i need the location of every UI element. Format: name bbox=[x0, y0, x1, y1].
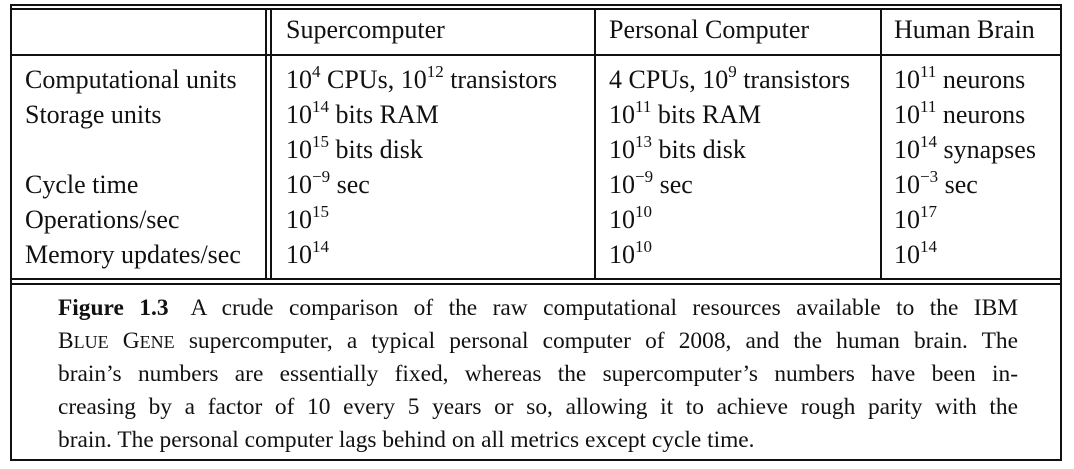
column-header: Human Brain bbox=[894, 15, 1035, 44]
caption-line: creasing by a factor of 10 every 5 years… bbox=[58, 394, 1018, 420]
pc-cell: 1011 bits RAM bbox=[609, 97, 762, 129]
header-rule bbox=[10, 54, 1062, 56]
caption-text: A crude comparison of the raw computatio… bbox=[190, 295, 1018, 321]
column-divider-pc bbox=[594, 8, 596, 280]
caption-bottom-rule bbox=[10, 459, 1062, 461]
label-column-divider-inner bbox=[270, 8, 272, 280]
caption-top-rule bbox=[10, 283, 1062, 285]
table-top-rule-inner bbox=[10, 8, 1062, 10]
blue-gene-smallcaps: BLUE GENE bbox=[58, 328, 175, 354]
row-label: Computational units bbox=[25, 65, 237, 94]
row-label: Operations/sec bbox=[25, 205, 180, 234]
supercomputer-cell: 1015 bits disk bbox=[286, 132, 423, 164]
caption-line: brain. The personal computer lags behind… bbox=[58, 427, 755, 453]
caption-label: Figure 1.3 bbox=[58, 295, 169, 321]
column-header: Supercomputer bbox=[286, 15, 445, 44]
table-top-rule bbox=[10, 4, 1062, 6]
column-header: Personal Computer bbox=[609, 15, 810, 44]
supercomputer-cell: 1014 bits RAM bbox=[286, 97, 439, 129]
pc-cell: 10−9 sec bbox=[609, 167, 693, 199]
right-border bbox=[1060, 4, 1062, 461]
row-label: Storage units bbox=[25, 100, 162, 129]
brain-cell: 1011 neurons bbox=[894, 97, 1026, 129]
table-bottom-rule bbox=[10, 278, 1062, 280]
supercomputer-cell: 104 CPUs, 1012 transistors bbox=[286, 62, 558, 94]
brain-cell: 1011 neurons bbox=[894, 62, 1026, 94]
caption-line: Figure 1.3 A crude comparison of the raw … bbox=[58, 292, 1018, 325]
pc-cell: 1013 bits disk bbox=[609, 132, 746, 164]
brain-cell: 1014 synapses bbox=[894, 132, 1036, 164]
label-column-divider bbox=[265, 8, 267, 280]
supercomputer-cell: 1014 bbox=[286, 237, 329, 269]
left-border bbox=[10, 4, 12, 461]
pc-cell: 1010 bbox=[609, 202, 652, 234]
caption-line: BLUE GENE supercomputer, a typical perso… bbox=[58, 328, 1018, 354]
pc-cell: 4 CPUs, 109 transistors bbox=[609, 62, 851, 94]
brain-cell: 1014 bbox=[894, 237, 937, 269]
figure-caption: Figure 1.3 A crude comparison of the raw … bbox=[58, 292, 1018, 457]
column-divider-brain bbox=[880, 8, 882, 280]
brain-cell: 10−3 sec bbox=[894, 167, 978, 199]
row-label: Memory updates/sec bbox=[25, 240, 241, 269]
caption-line: brain’s numbers are essentially fixed, w… bbox=[58, 361, 1018, 387]
supercomputer-cell: 10−9 sec bbox=[286, 167, 370, 199]
row-label: Cycle time bbox=[25, 170, 139, 199]
brain-cell: 1017 bbox=[894, 202, 937, 234]
supercomputer-cell: 1015 bbox=[286, 202, 329, 234]
pc-cell: 1010 bbox=[609, 237, 652, 269]
